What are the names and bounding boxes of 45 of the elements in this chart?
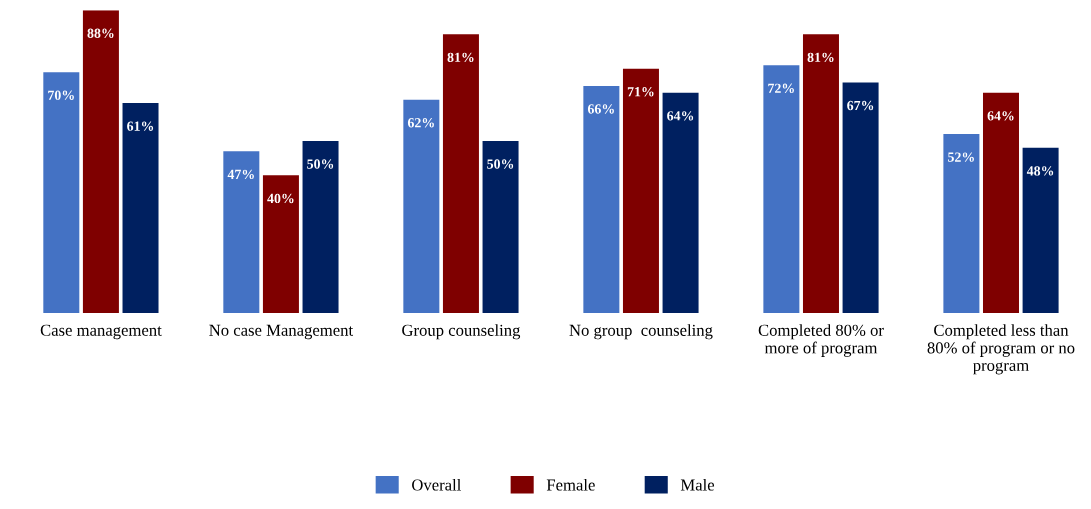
data-label: 81% <box>807 52 834 63</box>
data-label: 81% <box>447 52 474 63</box>
bar <box>583 85 620 314</box>
x-tick-label: Completed 80% or more of program <box>758 324 884 357</box>
x-tick-label: No group counseling <box>569 324 713 340</box>
data-label: 64% <box>667 111 694 121</box>
data-label: 71% <box>627 87 654 97</box>
bar <box>802 34 839 314</box>
data-label: 67% <box>847 100 874 111</box>
data-label: 88% <box>87 28 114 38</box>
bar <box>43 72 80 314</box>
data-label: 64% <box>987 111 1014 121</box>
data-label: 66% <box>587 104 614 114</box>
legend-label: Overall <box>412 478 461 491</box>
bar <box>442 34 479 314</box>
bar <box>622 68 659 314</box>
legend-label: Female <box>546 478 595 491</box>
bar <box>842 82 879 314</box>
data-label: 62% <box>407 118 434 128</box>
bar <box>482 140 519 314</box>
bar <box>262 175 299 314</box>
data-label: 47% <box>227 169 254 180</box>
data-label: 50% <box>307 159 334 169</box>
data-label: 72% <box>768 83 794 94</box>
bar <box>302 140 339 314</box>
data-label: 50% <box>487 159 514 169</box>
bar <box>943 134 980 314</box>
x-tick-label: No case Management <box>209 324 354 340</box>
bar <box>662 92 699 314</box>
bar <box>982 92 1019 314</box>
data-label: 40% <box>267 193 294 204</box>
bar <box>763 65 800 314</box>
x-tick-label: Case management <box>40 324 162 340</box>
bar <box>403 99 440 314</box>
data-label: 52% <box>948 152 974 162</box>
data-label: 61% <box>127 121 154 131</box>
data-label: 70% <box>48 90 74 100</box>
x-tick-label: Group counseling <box>402 324 521 340</box>
x-tick-label: Completed less than 80% of program or no program <box>927 324 1075 375</box>
bar <box>1022 147 1059 314</box>
data-label: 48% <box>1026 166 1054 176</box>
bar <box>82 10 119 314</box>
bar <box>122 103 159 314</box>
legend-label: Male <box>680 478 715 491</box>
bar <box>223 151 260 314</box>
